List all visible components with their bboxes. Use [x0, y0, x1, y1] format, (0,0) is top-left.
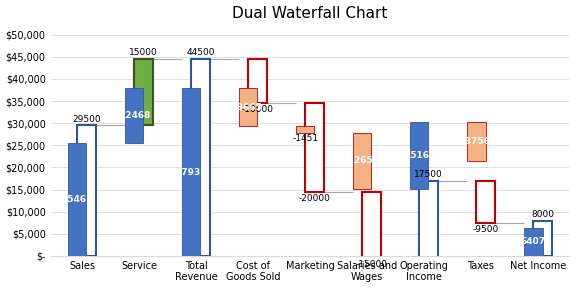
Bar	[182, 88, 200, 256]
Bar	[68, 143, 86, 256]
Bar	[77, 126, 96, 256]
Bar	[296, 126, 314, 133]
Bar	[533, 221, 552, 256]
Text: 15000: 15000	[129, 48, 158, 57]
Title: Dual Waterfall Chart: Dual Waterfall Chart	[232, 5, 388, 20]
Bar	[248, 59, 267, 103]
Bar	[134, 59, 153, 126]
Text: 8000: 8000	[531, 210, 554, 219]
Text: -12654: -12654	[345, 156, 380, 165]
Bar	[353, 133, 372, 189]
Text: -15000: -15000	[355, 260, 388, 269]
Bar	[419, 181, 438, 258]
Text: 44500: 44500	[186, 48, 215, 57]
Bar	[362, 192, 381, 258]
Text: 29500: 29500	[72, 115, 101, 124]
Bar	[191, 59, 210, 256]
Text: 17500: 17500	[414, 170, 443, 179]
Text: 6407: 6407	[521, 237, 546, 246]
Bar	[305, 103, 324, 192]
Text: -10000: -10000	[241, 105, 274, 114]
Text: -1451: -1451	[292, 134, 319, 143]
Bar	[467, 122, 486, 160]
Text: -9500: -9500	[472, 225, 499, 234]
Text: 12468: 12468	[119, 111, 150, 120]
Text: 37933: 37933	[176, 168, 207, 177]
Text: 15163: 15163	[404, 151, 435, 160]
Bar	[476, 181, 495, 223]
Text: -8756: -8756	[462, 137, 491, 146]
Text: 25465: 25465	[62, 195, 93, 204]
Bar	[125, 88, 143, 143]
Bar	[524, 228, 543, 256]
Text: -8665: -8665	[234, 103, 263, 112]
Text: -20000: -20000	[298, 194, 331, 202]
Bar	[410, 122, 429, 189]
Bar	[239, 88, 257, 126]
